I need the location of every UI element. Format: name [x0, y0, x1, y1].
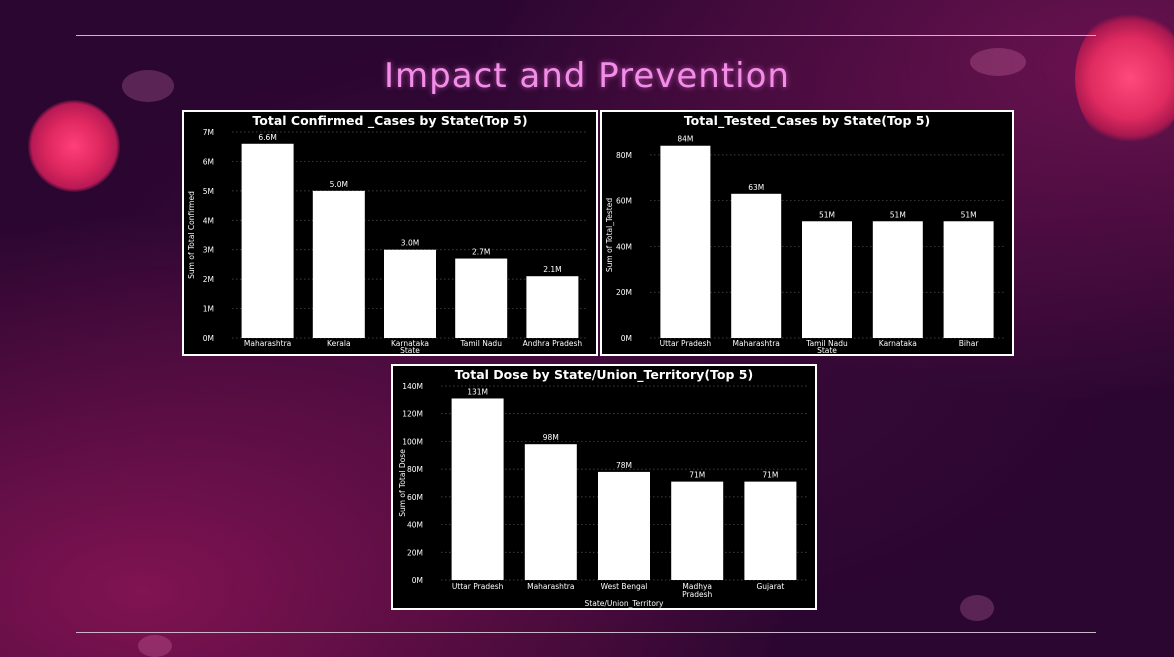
y-tick-label: 80M	[407, 465, 423, 474]
chart-title: Total_Tested_Cases by State(Top 5)	[684, 113, 930, 129]
y-tick-label: 0M	[621, 334, 632, 343]
y-tick-label: 20M	[407, 548, 423, 557]
x-tick-label: West Bengal	[601, 582, 648, 591]
bar	[943, 221, 994, 338]
data-label: 6.6M	[258, 133, 276, 142]
bar	[312, 190, 365, 338]
bar	[802, 221, 852, 338]
data-label: 2.7M	[472, 248, 490, 257]
x-axis-title: State/Union_Territory	[585, 599, 664, 608]
bar	[241, 143, 294, 338]
y-tick-label: 1M	[203, 305, 214, 314]
blob-decoration	[138, 635, 172, 657]
bar	[524, 444, 577, 580]
x-tick-label: Uttar Pradesh	[660, 339, 712, 348]
bar	[455, 258, 508, 338]
blob-decoration	[960, 595, 994, 621]
y-tick-label: 40M	[407, 521, 423, 530]
bar	[526, 276, 579, 338]
page-title: Impact and Prevention	[384, 56, 790, 96]
data-label: 51M	[819, 210, 835, 219]
x-tick-label: Karnataka	[391, 339, 429, 348]
x-tick-label: Tamil Nadu	[805, 339, 848, 348]
bar	[731, 193, 782, 338]
blob-decoration	[970, 48, 1026, 76]
chart-panel-dose: Total Dose by State/Union_Territory(Top …	[391, 364, 817, 610]
x-tick-label: Bihar	[959, 339, 980, 348]
data-label: 131M	[467, 387, 488, 396]
y-tick-label: 4M	[203, 216, 214, 225]
bar	[660, 145, 711, 338]
chart-panel-confirmed: Total Confirmed _Cases by State(Top 5) 0M…	[182, 110, 598, 356]
y-tick-label: 100M	[402, 437, 423, 446]
data-label: 51M	[890, 210, 906, 219]
data-label: 63M	[748, 183, 764, 192]
top-divider	[76, 35, 1096, 36]
data-label: 71M	[689, 471, 705, 480]
chart-svg: Total Confirmed _Cases by State(Top 5) 0M…	[187, 113, 588, 354]
x-tick-label: Maharashtra	[527, 582, 574, 591]
y-tick-label: 120M	[402, 410, 423, 419]
chart-svg: Total_Tested_Cases by State(Top 5) 0M 20M 4…	[605, 113, 1004, 354]
data-label: 5.0M	[330, 180, 348, 189]
blob-decoration	[122, 70, 174, 102]
x-tick-label: Maharashtra	[733, 339, 780, 348]
bar	[872, 221, 923, 338]
y-tick-label: 7M	[203, 128, 214, 137]
x-axis-title: State	[400, 346, 420, 354]
bar	[671, 481, 724, 580]
y-tick-label: 60M	[407, 493, 423, 502]
x-tick-label: Uttar Pradesh	[452, 582, 504, 591]
x-tick-label: Gujarat	[756, 582, 784, 591]
y-tick-label: 60M	[616, 197, 632, 206]
data-label: 78M	[616, 461, 632, 470]
bar	[744, 481, 797, 580]
y-tick-label: 40M	[616, 242, 632, 251]
data-label: 98M	[543, 433, 559, 442]
y-tick-label: 0M	[203, 334, 214, 343]
y-tick-label: 20M	[616, 288, 632, 297]
y-tick-label: 6M	[203, 157, 214, 166]
x-tick-label: Madhya Pradesh	[682, 582, 712, 599]
y-tick-label: 3M	[203, 246, 214, 255]
x-tick-label: Andhra Pradesh	[523, 339, 583, 348]
data-label: 84M	[677, 135, 693, 144]
y-tick-label: 0M	[412, 576, 423, 585]
x-tick-label: Maharashtra	[244, 339, 291, 348]
x-tick-label: Kerala	[327, 339, 351, 348]
virus-decoration-left	[28, 100, 120, 192]
y-tick-label: 80M	[616, 151, 632, 160]
bar	[598, 471, 650, 580]
virus-decoration-right	[1075, 8, 1174, 148]
bottom-divider	[76, 632, 1096, 633]
y-tick-label: 5M	[203, 187, 214, 196]
y-axis-title: Sum of Total Confirmed	[187, 191, 196, 279]
y-tick-label: 2M	[203, 275, 214, 284]
bar	[384, 249, 436, 338]
chart-title: Total Dose by State/Union_Territory(Top …	[455, 367, 753, 383]
chart-svg: Total Dose by State/Union_Territory(Top …	[398, 367, 807, 608]
x-tick-label: Tamil Nadu	[459, 339, 502, 348]
x-tick-label: Karnataka	[879, 339, 917, 348]
x-axis-title: State	[817, 346, 837, 354]
bar	[451, 398, 504, 580]
data-label: 71M	[762, 471, 778, 480]
chart-panel-tested: Total_Tested_Cases by State(Top 5) 0M 20M 4…	[600, 110, 1014, 356]
chart-title: Total Confirmed _Cases by State(Top 5)	[252, 113, 527, 129]
data-label: 51M	[961, 210, 977, 219]
y-axis-title: Sum of Total Dose	[398, 449, 407, 517]
data-label: 2.1M	[543, 265, 561, 274]
data-label: 3.0M	[401, 239, 419, 248]
y-axis-title: Sum of Total_Tested	[605, 198, 614, 272]
y-tick-label: 140M	[402, 382, 423, 391]
